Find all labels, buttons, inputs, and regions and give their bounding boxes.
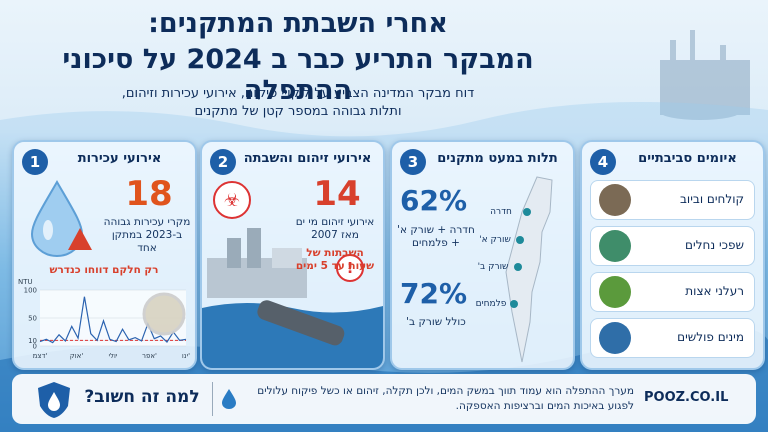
y-tick-label: 100 xyxy=(24,287,37,295)
y-tick-label: 0 xyxy=(33,343,37,351)
figure-text: אירועי זיהום מי ים מאז 2007 xyxy=(295,216,375,241)
threat-item: רעלני אצות xyxy=(590,272,755,312)
x-tick-label: ינו' xyxy=(182,352,190,360)
figure1-text: חדרה + שורק א' + פלמחים xyxy=(397,224,475,249)
note: השבתות של שעות עד 5 ימים xyxy=(295,247,375,272)
panel-turbidity: 1 אירועי עכירות 18 מקרי עכירות גבוהה ב-2… xyxy=(12,140,197,370)
map-label: שורק א' xyxy=(479,235,511,245)
threat-label: מינים פולשים xyxy=(677,330,744,344)
figure2: 72% xyxy=(400,277,468,310)
x-tick-label: אוק' xyxy=(70,352,84,360)
threat-label: קולחים וביוב xyxy=(679,192,744,206)
panel-number: 3 xyxy=(400,149,426,175)
threat-item: שפכי נחלים xyxy=(590,226,755,266)
subtitle-line2: ותלות גבוהה במספר קטן של מתקנים xyxy=(194,104,402,119)
figure: 14 xyxy=(313,174,361,214)
israel-map xyxy=(505,176,553,363)
shield-icon xyxy=(38,382,70,418)
panel-title: תלות במעט מתקנים xyxy=(437,151,558,166)
panel-title: איומים סביבתיים xyxy=(638,151,737,166)
footer-text: מערך ההתפלה הוא עמוד תווך במשק המים, ולכ… xyxy=(257,385,634,412)
x-tick-label: דצמ' xyxy=(33,352,48,360)
threat-label: שפכי נחלים xyxy=(685,238,744,252)
map-label: שורק ב' xyxy=(477,262,509,272)
map-label: חדרה xyxy=(490,207,512,217)
title-line2: המבקר התריע כבר ב 2024 על סיכוני ההתפלה xyxy=(62,44,534,106)
footer: למה זה חשוב? מערך ההתפלה הוא עמוד תווך ב… xyxy=(12,374,756,424)
magnifier xyxy=(142,292,186,336)
y-tick-label: 50 xyxy=(28,315,37,323)
panel-threats: 4 איומים סביבתיים קולחים וביוב שפכי נחלי… xyxy=(580,140,765,370)
turbidity-chart: NTU 010 50 100 ינו' אפר' יולי אוק' דצמ' xyxy=(18,278,190,360)
svg-text:☣: ☣ xyxy=(224,190,240,211)
divider xyxy=(212,382,213,416)
footer-heading: למה זה חשוב? xyxy=(84,387,200,407)
panel-title: אירועי זיהום והשבתה xyxy=(243,151,372,166)
threat-item: קולחים וביוב xyxy=(590,180,755,220)
brand: POOZ.CO.IL xyxy=(644,390,729,405)
plant-illustration: ☣ ! xyxy=(202,181,383,368)
x-tick-label: יולי xyxy=(108,352,117,360)
title-line1: אחרי השבתת המתקנים: xyxy=(148,8,448,39)
map-label: פלמחים xyxy=(475,299,507,309)
svg-text:!: ! xyxy=(347,259,354,277)
panel-number: 4 xyxy=(590,149,616,175)
note: רק חלקם דווחו כנדרש xyxy=(49,264,159,276)
figure2-text: כולל שורק ב' xyxy=(406,316,466,328)
threat-label: רעלני אצות xyxy=(685,284,744,298)
figure1: 62% xyxy=(400,184,468,217)
threat-item: מינים פולשים xyxy=(590,318,755,358)
panel-title: אירועי עכירות xyxy=(77,151,162,166)
y-tick-label: 10 xyxy=(28,337,37,345)
panel-dependency: 3 תלות במעט מתקנים 62% חדרה + שורק א' + … xyxy=(390,140,575,370)
unit-label: NTU xyxy=(18,278,33,286)
panel-number: 2 xyxy=(210,149,236,175)
figure-text: מקרי עכירות גבוהה ב-2023 במתקן אחד xyxy=(103,216,191,254)
turbidity-line xyxy=(39,296,187,344)
drop-icon xyxy=(222,389,236,409)
x-tick-label: אפר' xyxy=(142,352,157,360)
figure: 18 xyxy=(125,174,173,214)
water-drop xyxy=(30,179,92,257)
panel-number: 1 xyxy=(22,149,48,175)
panel-pollution: 2 אירועי זיהום והשבתה ☣ ! 14 אירועי זיהו… xyxy=(200,140,385,370)
subtitle-line1: דוח מבקר המדינה הצביע על ליקויי פיקוח, א… xyxy=(121,86,475,101)
